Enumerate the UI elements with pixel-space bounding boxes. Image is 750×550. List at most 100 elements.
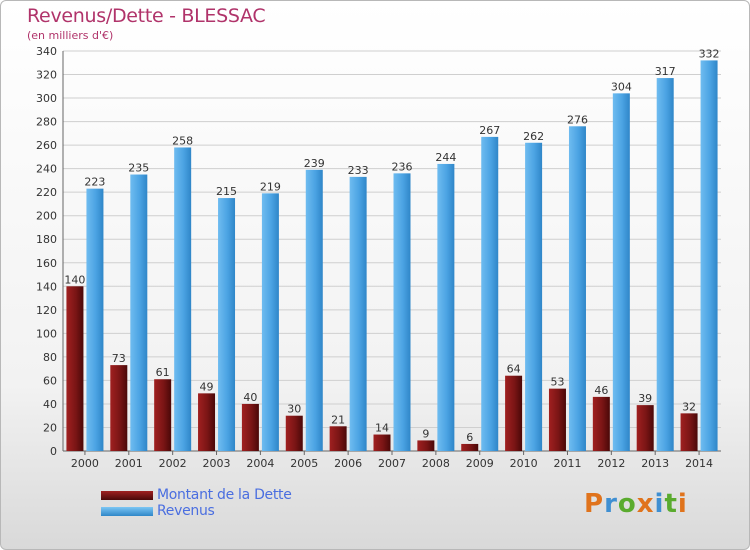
data-labels: 140 223 73 235 61 258 49 215 40 219 30 239 21 233 14 23… [64,47,719,444]
x-tick-label: 2007 [378,457,406,470]
data-label-revenus: 244 [435,151,456,164]
x-tick-label: 2011 [553,457,581,470]
x-tick-label: 2005 [290,457,318,470]
y-tick-label: 300 [36,92,57,105]
chart-subtitle: (en milliers d'€) [27,29,114,42]
logo-letter: i [677,489,688,519]
data-label-dette: 46 [594,384,608,397]
bar-revenus [305,169,323,451]
bar-dette [548,388,566,451]
bar-revenus [130,174,148,451]
legend-item-revenus: Revenus [101,503,292,519]
logo-letter: r [604,489,618,519]
y-tick-label: 120 [36,304,57,317]
bar-dette [154,379,172,451]
bar-revenus [86,188,104,451]
data-label-dette: 61 [156,366,170,379]
x-tick-label: 2002 [159,457,187,470]
data-label-dette: 140 [64,273,85,286]
bar-revenus [656,78,674,451]
data-label-revenus: 267 [479,124,500,137]
proxiti-logo: Proxiti [584,489,688,519]
bar-dette [417,440,435,451]
y-tick-label: 60 [43,374,57,387]
legend-item-dette: Montant de la Dette [101,487,292,503]
data-label-dette: 49 [200,380,214,393]
data-label-dette: 9 [422,427,429,440]
data-label-revenus: 223 [84,176,105,189]
bar-revenus [393,173,411,451]
data-label-revenus: 262 [523,130,544,143]
grid-lines [63,50,721,452]
y-tick-label: 80 [43,351,57,364]
bar-revenus [349,176,367,451]
x-tick-label: 2009 [466,457,494,470]
data-label-revenus: 215 [216,185,237,198]
bar-dette [373,434,391,451]
bar-dette [592,396,610,451]
bar-revenus [481,136,499,451]
data-label-revenus: 235 [128,162,149,175]
data-label-revenus: 236 [392,160,413,173]
bar-revenus [700,60,718,451]
data-label-revenus: 332 [699,47,720,60]
legend: Montant de la Dette Revenus [101,487,292,519]
logo-letter: t [664,489,678,519]
y-tick-label: 180 [36,233,57,246]
bars [66,60,718,452]
bar-revenus [174,147,192,451]
data-label-revenus: 317 [655,65,676,78]
data-label-dette: 40 [243,391,257,404]
bar-dette [329,426,347,451]
x-tick-label: 2003 [203,457,231,470]
chart-title: Revenus/Dette - BLESSAC [27,5,266,27]
y-tick-label: 340 [36,45,57,58]
legend-swatch-revenus [101,506,153,516]
bar-dette [66,286,84,451]
y-tick-label: 240 [36,163,57,176]
y-tick-label: 40 [43,398,57,411]
bar-dette [241,403,259,451]
bar-dette [505,375,523,451]
data-label-revenus: 276 [567,113,588,126]
bar-dette [285,415,303,451]
data-label-revenus: 304 [611,80,632,93]
bar-dette [680,413,698,451]
data-label-dette: 73 [112,352,126,365]
y-tick-label: 160 [36,257,57,270]
axes: 0 20 40 60 80 100 120 140 160 180 200 220 240 260 280 3… [36,45,721,470]
data-label-dette: 53 [550,376,564,389]
x-tick-label: 2012 [597,457,625,470]
data-label-dette: 21 [331,413,345,426]
y-tick-label: 220 [36,186,57,199]
data-label-dette: 30 [287,403,301,416]
data-label-revenus: 239 [304,157,325,170]
bar-revenus [612,93,630,452]
x-tick-label: 2006 [334,457,362,470]
bar-revenus [261,193,279,451]
x-tick-label: 2000 [71,457,99,470]
y-tick-label: 260 [36,139,57,152]
x-tick-label: 2004 [246,457,274,470]
x-tick-label: 2001 [115,457,143,470]
bar-dette [636,405,654,451]
data-label-revenus: 233 [348,164,369,177]
legend-label-revenus: Revenus [157,503,215,519]
y-tick-label: 280 [36,116,57,129]
x-tick-label: 2008 [422,457,450,470]
x-tick-label: 2013 [641,457,669,470]
data-label-dette: 64 [507,363,521,376]
y-tick-label: 20 [43,421,57,434]
x-tick-label: 2010 [510,457,538,470]
legend-swatch-dette [101,490,153,500]
bar-dette [461,443,479,451]
bar-dette [198,393,216,451]
logo-letter: o [617,489,637,519]
logo-letter: P [584,489,605,519]
logo-letter: x [636,489,655,519]
y-tick-label: 200 [36,210,57,223]
y-tick-label: 140 [36,280,57,293]
data-label-revenus: 219 [260,180,281,193]
